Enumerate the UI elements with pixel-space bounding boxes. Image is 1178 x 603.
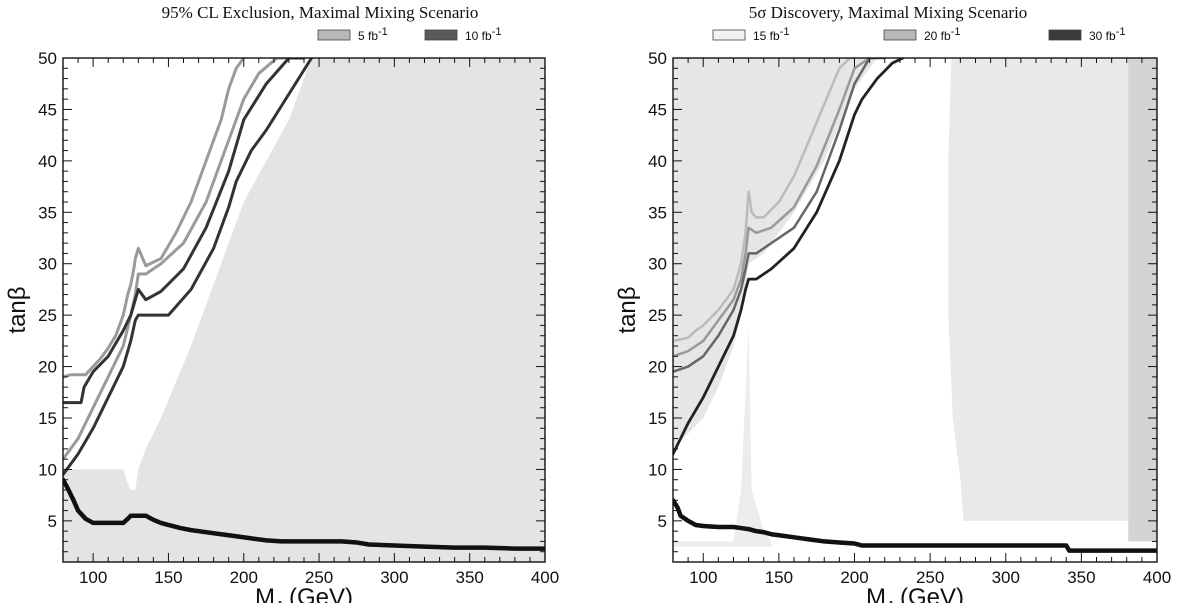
x-tick-label: 200	[230, 568, 258, 587]
chart-title: 5σ Discovery, Maximal Mixing Scenario	[749, 3, 1028, 22]
x-tick-label: 250	[916, 568, 944, 587]
contour-line	[63, 58, 246, 379]
x-axis-label: MA(GeV)	[255, 584, 353, 603]
chart-title: 95% CL Exclusion, Maximal Mixing Scenari…	[162, 3, 479, 22]
tick-labels: 100 150 200 250 300 350 400 5 10 15 20 25 30 35 40 45 50	[648, 49, 1171, 587]
x-tick-label: 100	[689, 568, 717, 587]
x-axis-label: MA(GeV)	[866, 584, 964, 603]
x-tick-label: 150	[154, 568, 182, 587]
axis-ticks	[672, 57, 1158, 563]
y-tick-label: 20	[38, 358, 57, 377]
y-tick-label: 45	[38, 100, 57, 119]
shaded-regions	[673, 58, 1157, 547]
x-tick-label: 300	[380, 568, 408, 587]
contour-line	[673, 58, 905, 456]
contour-line	[673, 58, 879, 358]
legend-item: 5 fb-1	[317, 26, 388, 43]
y-tick-label: 10	[38, 460, 57, 479]
y-tick-label: 40	[38, 152, 57, 171]
y-axis-label: tanβ	[614, 286, 641, 333]
y-tick-label: 20	[648, 358, 667, 377]
contour-line	[673, 58, 856, 343]
y-tick-label: 30	[648, 255, 667, 274]
legend-label: 10 fb-1	[465, 26, 501, 43]
contour-lines	[673, 58, 1157, 553]
y-tick-label: 10	[648, 460, 667, 479]
x-tick-label: 200	[840, 568, 868, 587]
contour-line	[63, 477, 545, 551]
shaded-region	[673, 325, 772, 547]
y-tick-label: 5	[658, 512, 667, 531]
x-tick-label: 350	[456, 568, 484, 587]
legend-item: 20 fb-1	[883, 26, 960, 43]
y-tick-label: 30	[38, 255, 57, 274]
y-tick-label: 40	[648, 152, 667, 171]
legend-swatch	[424, 29, 458, 41]
legend-swatch	[712, 29, 746, 41]
shaded-region	[63, 58, 545, 562]
contour-line	[673, 498, 1157, 553]
legend-label: 30 fb-1	[1089, 26, 1125, 43]
legend-item: 15 fb-1	[712, 26, 789, 43]
axis-ticks	[62, 57, 546, 563]
y-tick-label: 15	[38, 409, 57, 428]
legend-swatch	[317, 29, 351, 41]
chart-exclusion: 100 150 200 250 300 350 400 5 10 15 20 25 30 35 40 45 50…	[4, 3, 559, 603]
shaded-regions	[63, 58, 545, 562]
y-axis-label: tanβ	[4, 286, 31, 333]
x-tick-label: 350	[1067, 568, 1095, 587]
legend-label: 15 fb-1	[753, 26, 789, 43]
legend-label: 5 fb-1	[358, 26, 388, 43]
contour-lines	[63, 58, 545, 551]
x-tick-label: 150	[765, 568, 793, 587]
x-tick-label: 250	[305, 568, 333, 587]
y-tick-label: 50	[38, 49, 57, 68]
y-tick-label: 45	[648, 100, 667, 119]
contour-line	[63, 58, 291, 461]
y-tick-label: 35	[648, 203, 667, 222]
x-tick-label: 400	[531, 568, 559, 587]
legend-swatch	[883, 29, 917, 41]
y-tick-label: 50	[648, 49, 667, 68]
legend-item: 10 fb-1	[424, 26, 501, 43]
tick-labels: 100 150 200 250 300 350 400 5 10 15 20 25 30 35 40 45 50	[38, 49, 559, 587]
legend: 15 fb-1 20 fb-1 30 fb-1	[712, 26, 1125, 43]
shaded-region	[1128, 58, 1157, 542]
y-tick-label: 5	[48, 512, 57, 531]
shaded-region	[673, 58, 915, 449]
x-tick-label: 400	[1143, 568, 1171, 587]
contour-line	[673, 58, 886, 373]
contour-line	[63, 58, 306, 405]
x-tick-label: 300	[992, 568, 1020, 587]
chart-discovery: 100 150 200 250 300 350 400 5 10 15 20 25 30 35 40 45 50…	[614, 3, 1171, 603]
contour-line	[63, 58, 314, 477]
shaded-region	[948, 58, 1157, 521]
y-tick-label: 25	[648, 306, 667, 325]
legend: 5 fb-1 10 fb-1	[317, 26, 501, 43]
legend-label: 20 fb-1	[924, 26, 960, 43]
x-tick-label: 100	[79, 568, 107, 587]
y-tick-label: 35	[38, 203, 57, 222]
legend-swatch	[1048, 29, 1082, 41]
legend-item: 30 fb-1	[1048, 26, 1125, 43]
y-tick-label: 25	[38, 306, 57, 325]
y-tick-label: 15	[648, 409, 667, 428]
